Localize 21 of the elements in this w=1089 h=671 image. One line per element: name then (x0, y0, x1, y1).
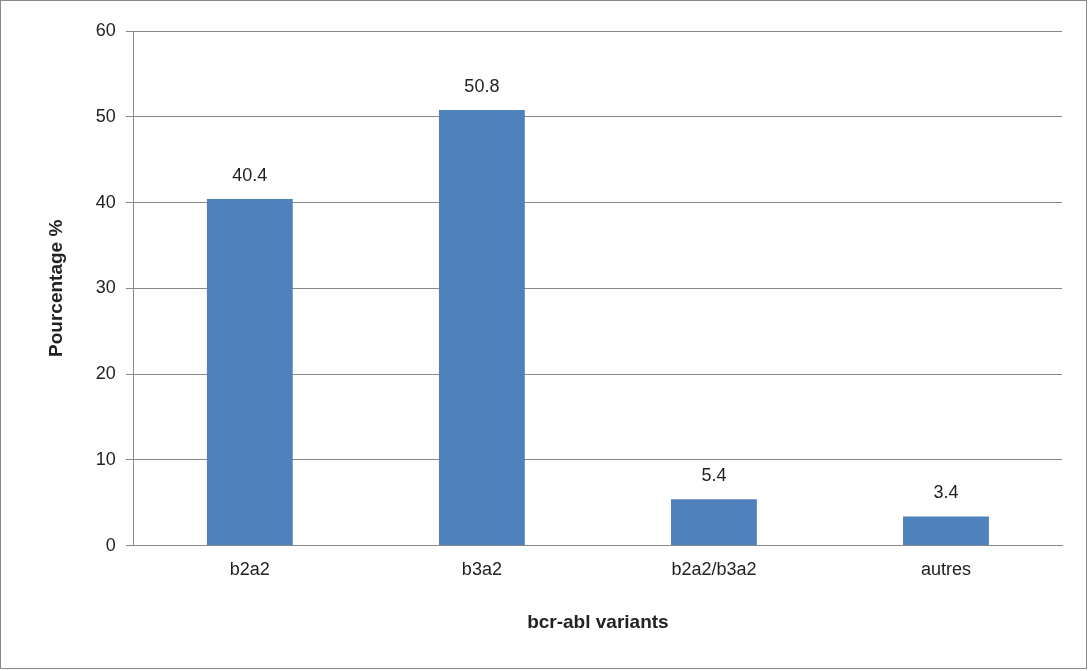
y-tick-label: 0 (105, 534, 116, 555)
x-tick-label: autres (920, 559, 971, 580)
bar (671, 499, 757, 546)
y-tick-label: 10 (95, 448, 116, 469)
bar (438, 109, 525, 546)
y-tick-label: 20 (95, 363, 116, 384)
data-label: 5.4 (701, 465, 727, 486)
bar (206, 199, 293, 546)
y-tick-label: 30 (95, 277, 116, 298)
data-label: 3.4 (933, 482, 959, 503)
data-label: 50.8 (464, 75, 500, 96)
y-tick-label: 60 (95, 19, 116, 40)
x-tick-label: b3a2 (461, 559, 502, 580)
x-tick-label: b2a2/b3a2 (671, 559, 757, 580)
bar (903, 516, 989, 546)
x-tick-label: b2a2 (229, 559, 270, 580)
y-axis-title: Pourcentage % (44, 219, 66, 357)
y-tick-label: 40 (95, 191, 116, 212)
y-tick-label: 50 (95, 105, 116, 126)
x-axis-title: bcr-abl variants (527, 610, 669, 632)
data-label: 40.4 (232, 165, 268, 186)
